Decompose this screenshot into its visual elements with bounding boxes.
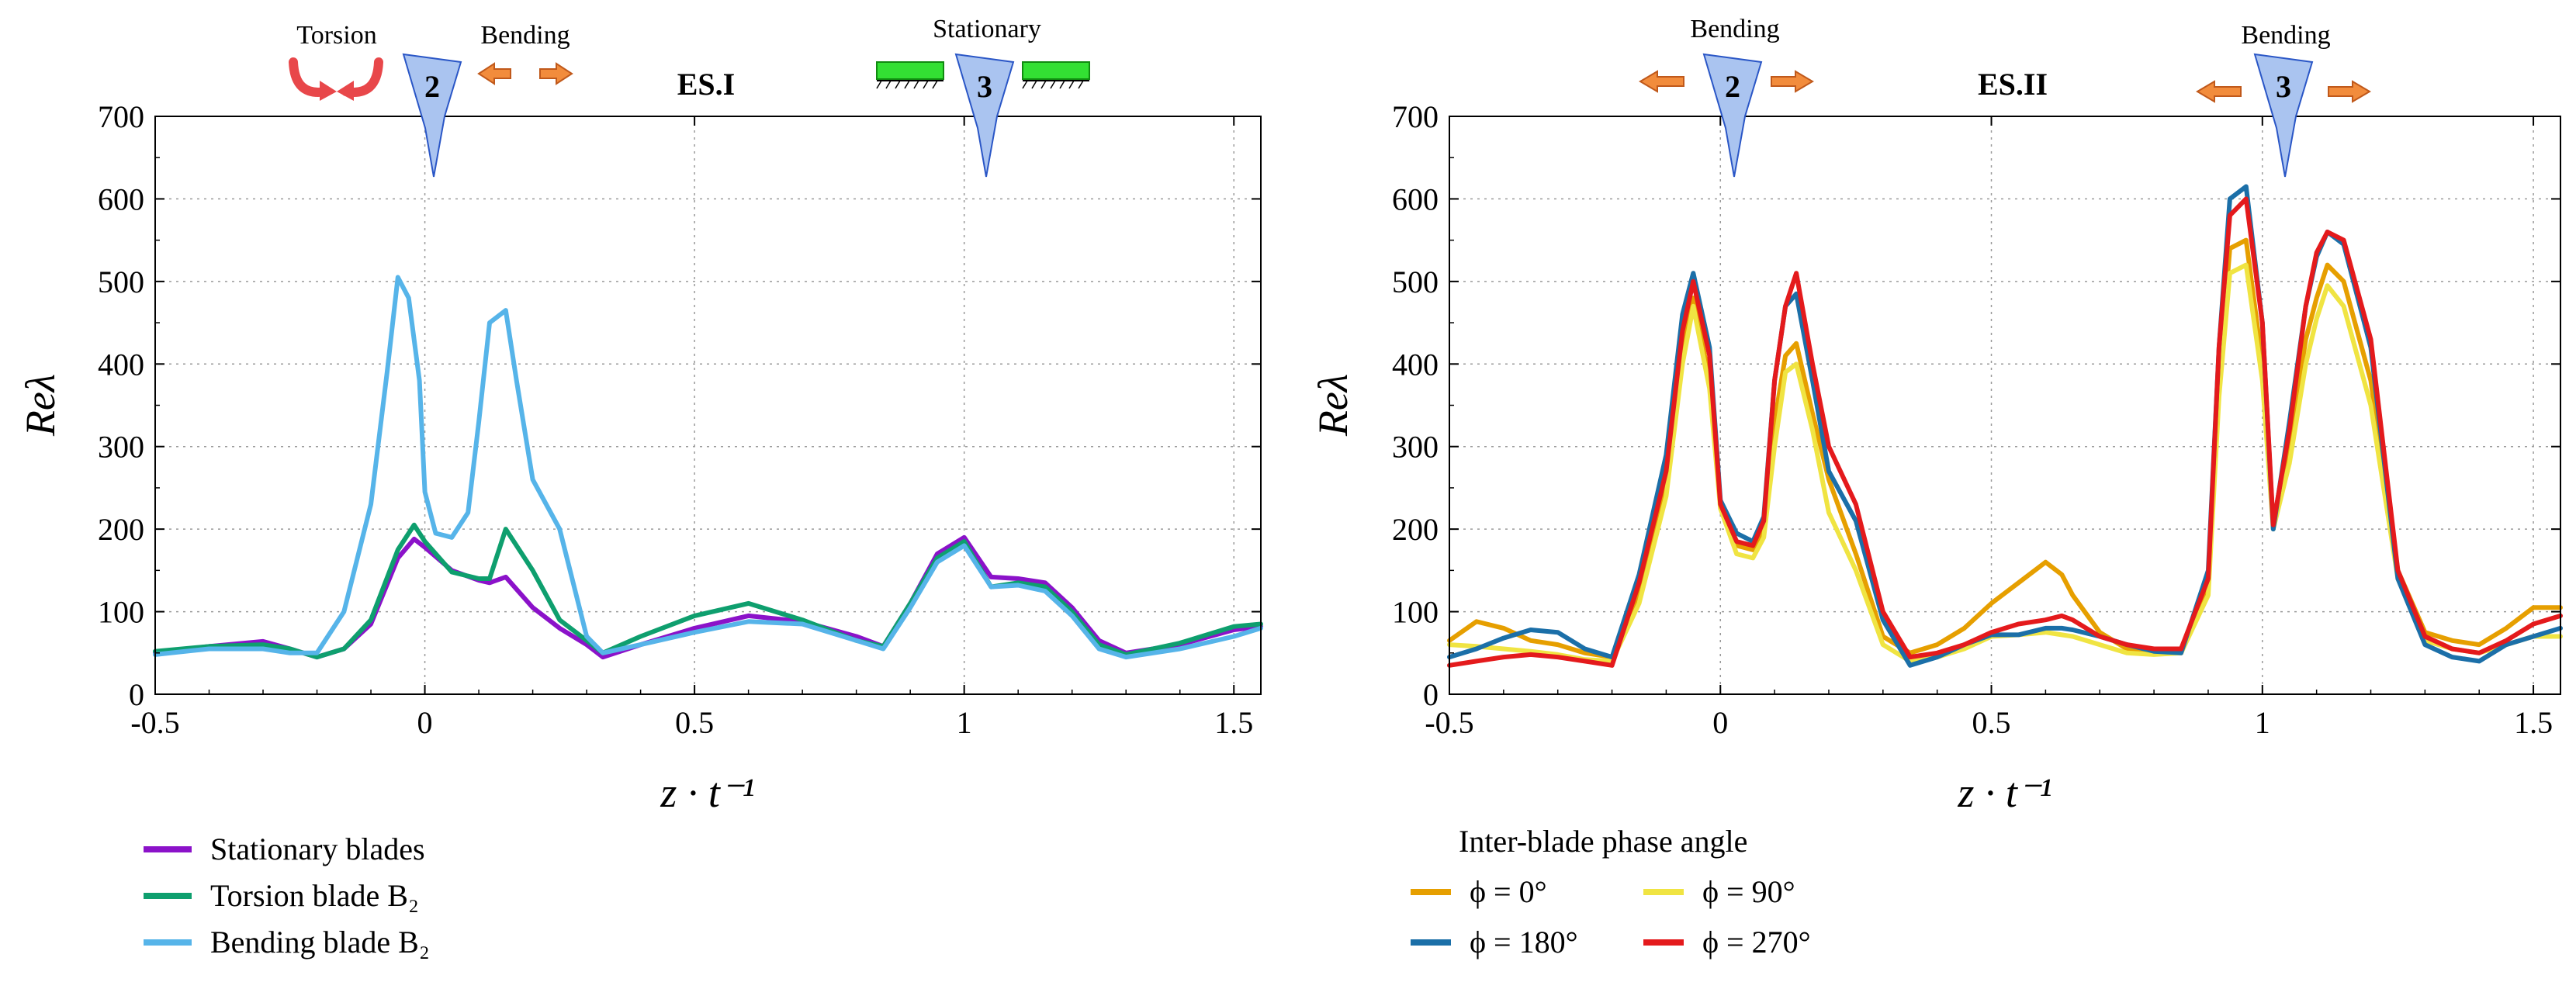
tick-marks <box>154 116 1261 695</box>
y-axis-title: Reλ <box>1310 374 1356 437</box>
series-group <box>1447 184 2563 668</box>
y-tick-label: 100 <box>98 595 144 630</box>
x-tick-label: 0.5 <box>1972 705 2011 740</box>
x-tick-label: 1 <box>957 705 972 740</box>
legend-label: Bending blade B₂ <box>210 925 430 960</box>
y-tick-label: 300 <box>98 430 144 465</box>
tick-marks <box>1449 116 2560 695</box>
torsion-label: Torsion <box>296 21 376 50</box>
x-tick-label: 1.5 <box>1214 705 1253 740</box>
torsion-arrows-icon <box>289 57 383 101</box>
x-tick-label: 0 <box>1712 705 1728 740</box>
blade-2-icon: 2 <box>402 53 462 178</box>
y-tick-label: 200 <box>1392 512 1439 547</box>
blade-2-icon: 2 <box>1702 53 1763 178</box>
y-tick-label: 600 <box>98 182 144 216</box>
y-tick-labels: 0 100 200 300 400 500 600 700 <box>98 99 144 712</box>
panel-label: ES.I <box>677 67 736 102</box>
blade-3-number: 3 <box>2276 69 2291 104</box>
legend: Stationary blades Torsion blade B₂ Bending… <box>144 832 430 960</box>
y-tick-labels: 0 100 200 300 400 500 600 700 <box>1392 99 1439 712</box>
y-tick-label: 0 <box>1423 677 1439 712</box>
legend-label: ϕ = 180° <box>1470 925 1578 960</box>
stationary-mount-icon <box>876 61 1090 89</box>
series-line-1 <box>1447 262 2563 664</box>
y-tick-label: 0 <box>129 677 144 712</box>
blade-3-icon: 3 <box>954 53 1015 178</box>
y-tick-label: 100 <box>1392 595 1439 630</box>
legend-label: ϕ = 0° <box>1470 874 1547 909</box>
x-tick-label: 1.5 <box>2514 705 2553 740</box>
y-tick-label: 700 <box>98 99 144 134</box>
x-tick-label: 0 <box>417 705 433 740</box>
legend-title: Inter-blade phase angle <box>1459 824 1747 859</box>
x-tick-label: 1 <box>2255 705 2270 740</box>
y-tick-label: 700 <box>1392 99 1439 134</box>
y-tick-label: 300 <box>1392 430 1439 465</box>
grid <box>1449 116 2560 694</box>
legend-label: ϕ = 270° <box>1702 925 1811 960</box>
bending-label-left: Bending <box>1690 15 1779 43</box>
blade-2-number: 2 <box>424 69 440 104</box>
y-tick-label: 600 <box>1392 182 1439 216</box>
x-tick-labels: -0.5 0 0.5 1 1.5 <box>1425 705 2553 740</box>
series-line-2 <box>153 275 1263 660</box>
series-line-1 <box>153 522 1263 660</box>
y-axis-title: Reλ <box>17 374 64 437</box>
legend: ϕ = 0° ϕ = 90° ϕ = 180° ϕ = 270° <box>1411 874 1811 960</box>
grid <box>155 116 1261 694</box>
plot-frame <box>1449 116 2561 695</box>
x-tick-label: 0.5 <box>675 705 714 740</box>
panel-label: ES.II <box>1978 67 2048 102</box>
x-tick-label: -0.5 <box>1425 705 1473 740</box>
blade-3-number: 3 <box>977 69 992 104</box>
legend-label: Stationary blades <box>210 832 425 866</box>
y-tick-label: 400 <box>98 347 144 382</box>
bending-label-right: Bending <box>2241 21 2330 50</box>
series-line-0 <box>1447 237 2563 660</box>
series-line-3 <box>1447 196 2563 668</box>
bending-arrows-left-icon <box>1639 70 1814 93</box>
x-tick-label: -0.5 <box>130 705 179 740</box>
x-axis-title: z · t⁻¹ <box>1957 769 2051 816</box>
bending-arrows-right-icon <box>2196 80 2371 103</box>
blade-3-icon: 3 <box>2253 53 2314 178</box>
y-tick-label: 200 <box>98 512 144 547</box>
blade-2-number: 2 <box>1725 69 1740 104</box>
stationary-label: Stationary <box>933 15 1041 43</box>
plot-frame <box>154 116 1262 695</box>
series-group <box>153 275 1263 660</box>
x-axis-title: z · t⁻¹ <box>660 769 754 816</box>
y-tick-label: 500 <box>98 265 144 299</box>
legend-label: Torsion blade B₂ <box>210 878 419 913</box>
y-tick-label: 400 <box>1392 347 1439 382</box>
x-tick-labels: -0.5 0 0.5 1 1.5 <box>130 705 1253 740</box>
legend-label: ϕ = 90° <box>1702 874 1795 909</box>
bending-arrows-icon <box>477 62 573 85</box>
bending-label: Bending <box>480 21 570 50</box>
y-tick-label: 500 <box>1392 265 1439 299</box>
